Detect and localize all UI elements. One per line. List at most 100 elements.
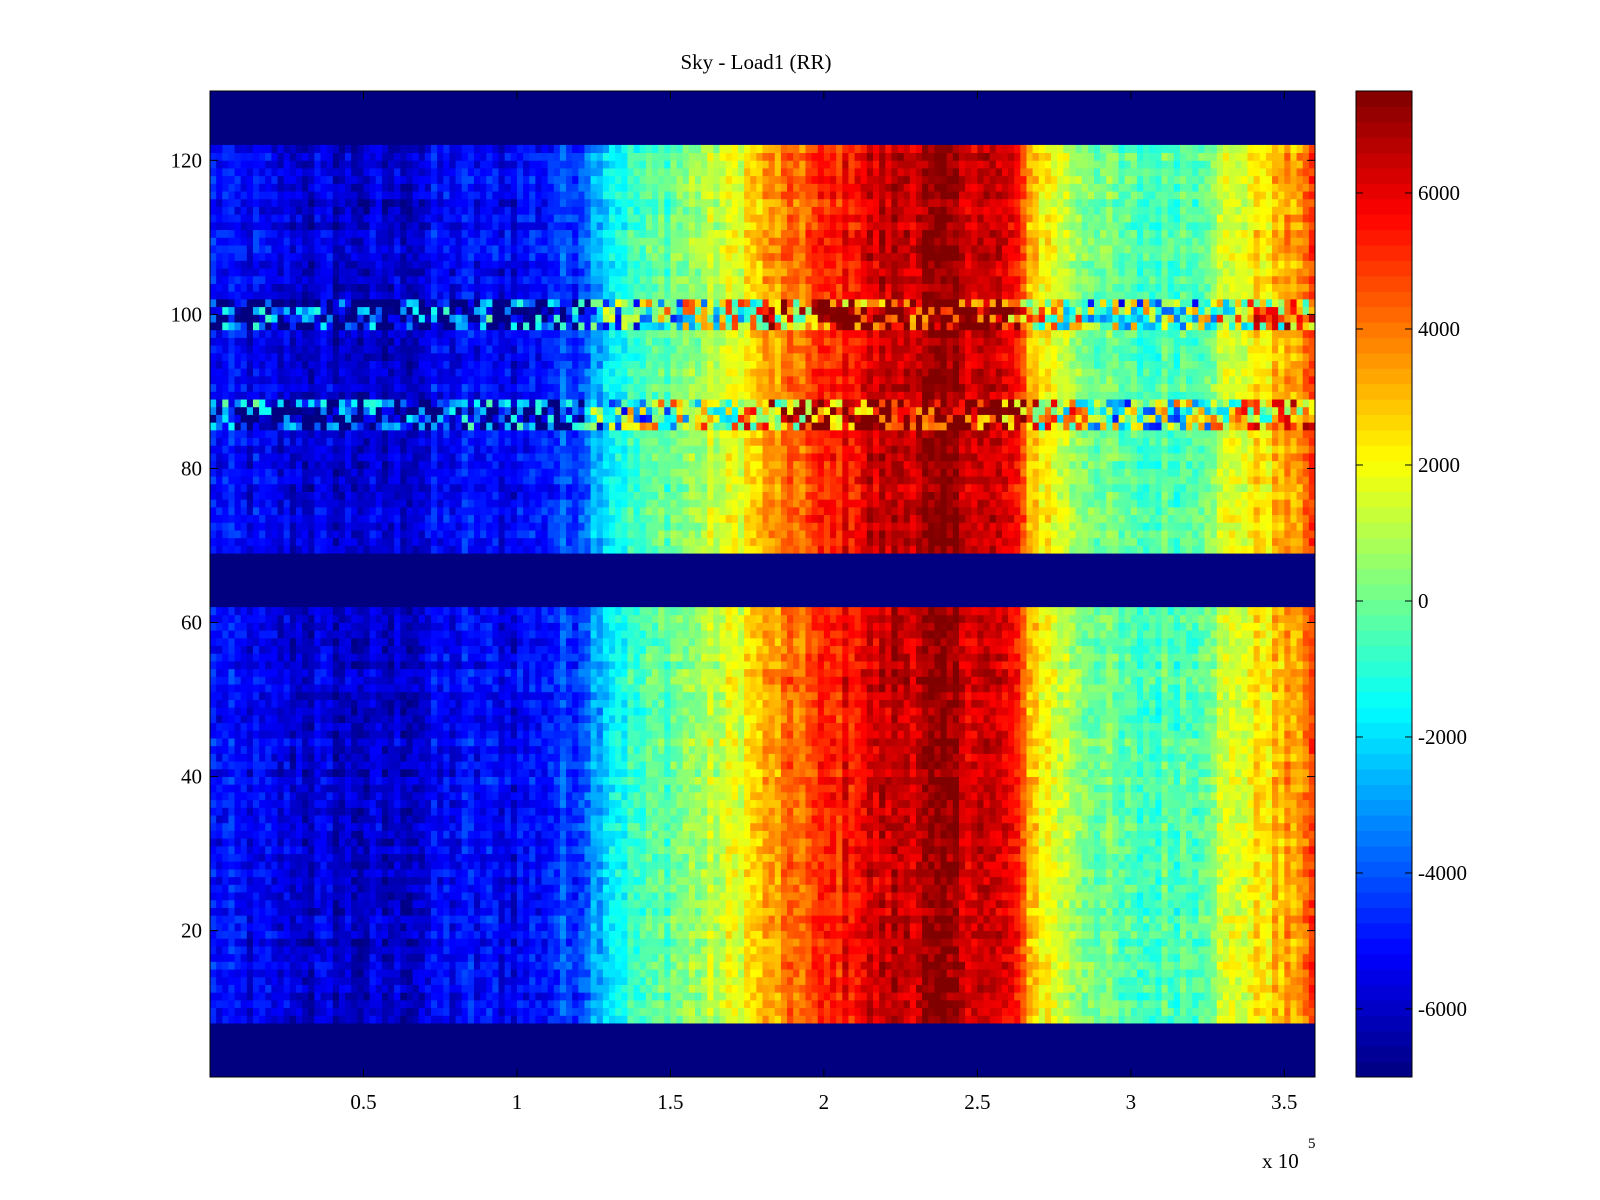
- heat-cell: [345, 853, 352, 862]
- heat-cell: [799, 838, 806, 847]
- heat-cell: [578, 961, 585, 970]
- heat-cell: [1259, 946, 1267, 955]
- heat-cell: [566, 969, 573, 978]
- heat-cell: [559, 892, 567, 901]
- heat-cell: [731, 976, 739, 985]
- heat-cell: [854, 992, 862, 1001]
- heat-cell: [1198, 815, 1205, 824]
- heat-cell: [1087, 861, 1095, 870]
- heat-cell: [909, 815, 917, 824]
- heat-cell: [486, 853, 493, 862]
- heat-cell: [492, 946, 499, 955]
- heat-cell: [1014, 884, 1021, 893]
- heat-cell: [302, 892, 309, 901]
- heat-cell: [639, 861, 647, 870]
- heat-cell: [664, 915, 671, 924]
- heat-cell: [1167, 892, 1175, 901]
- heat-cell: [701, 961, 708, 970]
- heat-cell: [1020, 1015, 1027, 1024]
- heat-cell: [320, 892, 328, 901]
- heat-cell: [1063, 999, 1070, 1009]
- heat-cell: [584, 938, 592, 947]
- heat-cell: [320, 907, 328, 916]
- heat-cell: [222, 915, 229, 924]
- heat-cell: [1161, 884, 1169, 893]
- heat-cell: [289, 845, 297, 855]
- heat-cell: [830, 976, 837, 985]
- heat-cell: [1241, 830, 1248, 839]
- heat-cell: [1001, 861, 1009, 870]
- heat-cell: [1265, 1015, 1273, 1024]
- heat-cell: [1179, 930, 1187, 939]
- heat-cell: [486, 992, 493, 1001]
- heat-cell: [1210, 992, 1218, 1001]
- heat-cell: [915, 907, 923, 916]
- heat-cell: [553, 876, 561, 885]
- heat-cell: [615, 815, 622, 824]
- heat-cell: [1204, 1007, 1212, 1016]
- heat-cell: [780, 999, 788, 1009]
- heat-cell: [449, 807, 456, 816]
- heat-cell: [1057, 976, 1064, 985]
- heat-cell: [823, 845, 831, 855]
- heat-cell: [1265, 838, 1273, 847]
- heat-cell: [633, 992, 641, 1001]
- heat-cell: [811, 976, 819, 985]
- heat-cell: [246, 869, 254, 878]
- heat-cell: [529, 807, 536, 816]
- heat-cell: [1284, 838, 1291, 847]
- heat-cell: [971, 999, 978, 1009]
- heat-cell: [1253, 822, 1261, 831]
- heat-cell: [1278, 845, 1285, 855]
- heat-cell: [756, 1007, 763, 1016]
- heat-cell: [259, 892, 266, 901]
- heat-cell: [467, 830, 475, 839]
- heat-cell: [737, 984, 745, 993]
- heat-cell: [1112, 946, 1119, 955]
- heat-cell: [1149, 907, 1156, 916]
- heat-cell: [492, 1015, 499, 1024]
- heat-cell: [578, 807, 585, 816]
- heat-cell: [1057, 999, 1064, 1009]
- heat-cell: [609, 907, 616, 916]
- heat-cell: [1118, 969, 1126, 978]
- heat-cell: [443, 845, 450, 855]
- heat-cell: [1038, 922, 1046, 932]
- heat-cell: [1136, 892, 1144, 901]
- heat-cell: [246, 976, 254, 985]
- heat-cell: [609, 861, 616, 870]
- heat-cell: [381, 953, 389, 962]
- heat-cell: [1296, 861, 1304, 870]
- heat-cell: [909, 1015, 917, 1024]
- heat-cell: [621, 930, 628, 939]
- heat-cell: [271, 992, 278, 1001]
- heat-cell: [621, 838, 628, 847]
- heat-cell: [817, 815, 825, 824]
- heat-cell: [1179, 861, 1187, 870]
- heat-cell: [308, 1015, 315, 1024]
- heat-cell: [1235, 899, 1242, 908]
- heat-cell: [535, 976, 542, 985]
- heat-cell: [1179, 822, 1187, 831]
- heat-cell: [762, 869, 770, 878]
- heat-cell: [922, 869, 929, 878]
- heat-cell: [952, 992, 960, 1001]
- heat-cell: [559, 938, 567, 947]
- heat-cell: [332, 930, 340, 939]
- heat-cell: [467, 807, 475, 816]
- heat-cell: [289, 876, 297, 885]
- heat-cell: [909, 922, 917, 932]
- heat-cell: [652, 884, 659, 893]
- heat-cell: [891, 899, 898, 908]
- heat-cell: [1284, 822, 1291, 831]
- heat-cell: [516, 815, 524, 824]
- heat-cell: [424, 853, 432, 862]
- heat-cell: [707, 999, 714, 1009]
- heat-cell: [1057, 861, 1064, 870]
- heat-cell: [670, 815, 677, 824]
- heat-cell: [320, 899, 328, 908]
- heat-cell: [1106, 976, 1113, 985]
- heat-cell: [1192, 876, 1199, 885]
- heat-cell: [461, 976, 469, 985]
- heat-cell: [1149, 992, 1156, 1001]
